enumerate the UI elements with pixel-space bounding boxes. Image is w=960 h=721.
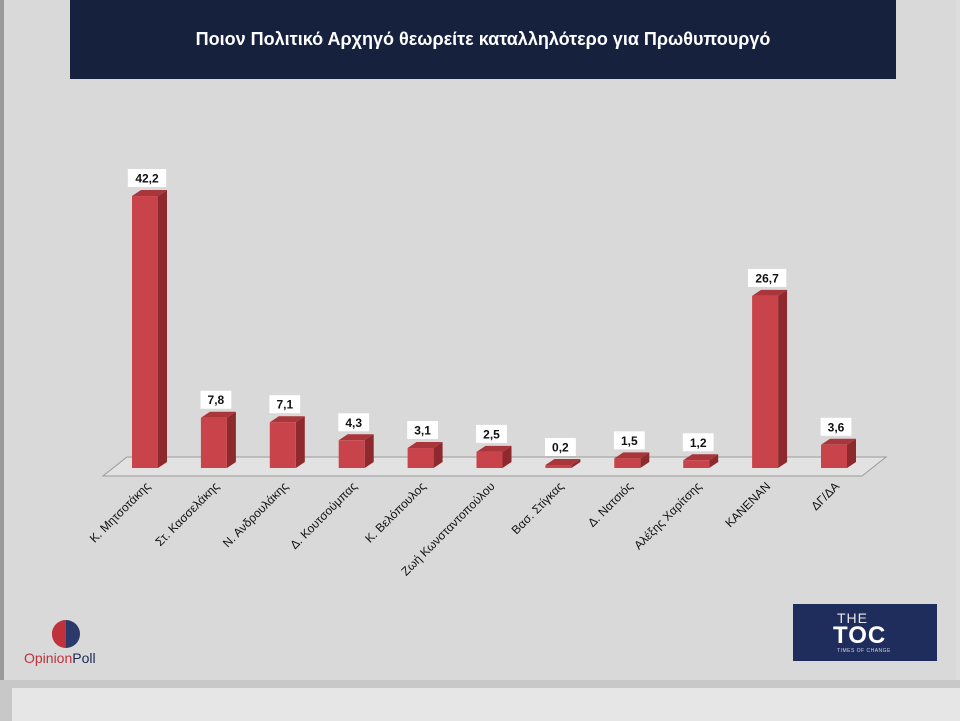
data-label-box (338, 413, 370, 432)
left-edge (0, 0, 4, 721)
data-label-box (476, 424, 507, 443)
bar-side (226, 411, 236, 468)
category-label: Στ. Κασσελάκης (152, 479, 222, 549)
data-label-box (747, 268, 787, 287)
bar-side (778, 289, 788, 468)
data-label-box (407, 421, 438, 440)
chart-title: Ποιον Πολιτικό Αρχηγό θεωρείτε καταλληλό… (195, 29, 771, 49)
data-label: 42,2 (135, 172, 159, 186)
bar-side (158, 190, 167, 469)
thetoc-logo: THE TOC TIMES OF CHANGE (793, 604, 937, 661)
opinionpoll-logo-icon (52, 620, 80, 648)
bar-top (476, 445, 512, 452)
next-slide-edge (12, 688, 960, 721)
category-label: Αλέξης Χαρίτσης (631, 479, 704, 552)
category-label: Βασ. Στίγκας (509, 479, 567, 537)
bar (752, 295, 779, 468)
bar-top (683, 454, 719, 461)
bar-top (614, 452, 650, 459)
data-label-box (545, 438, 576, 456)
bar-side (571, 459, 581, 468)
category-label: ΔΓ/ΔΑ (808, 479, 842, 513)
bar-top (200, 411, 236, 418)
bar (821, 444, 847, 468)
bar (269, 422, 296, 468)
opinionpoll-logo: OpinionPoll (24, 620, 124, 670)
bar-top (269, 416, 305, 423)
category-label: Κ. Μητσοτάκης (87, 479, 153, 545)
bar (132, 196, 158, 469)
thetoc-logo-tagline: TIMES OF CHANGE (837, 648, 891, 654)
bar-side (709, 454, 719, 468)
bar-side (847, 438, 856, 468)
bar-side (640, 452, 650, 468)
category-label: Ν. Ανδρουλάκης (220, 479, 291, 550)
bar-top (132, 190, 167, 197)
bar (545, 465, 572, 468)
data-label: 7,8 (208, 393, 225, 407)
data-label-box (127, 169, 167, 188)
data-label-box (269, 395, 301, 414)
data-label: 1,5 (621, 434, 638, 448)
title-banner: Ποιον Πολιτικό Αρχηγό θεωρείτε καταλληλό… (70, 0, 896, 79)
bar (200, 417, 227, 468)
thetoc-logo-toc: TOC (833, 622, 887, 649)
bar-top (545, 459, 581, 465)
category-label: Δ. Νατσιός (585, 479, 636, 530)
data-label-box (200, 390, 232, 409)
bar-top (752, 289, 788, 296)
bar-side (502, 445, 512, 468)
thetoc-logo-the: THE (837, 610, 868, 626)
bar-top (821, 438, 856, 445)
data-label: 2,5 (483, 427, 500, 441)
category-label: ΚΑΝΕΝΑΝ (722, 479, 773, 530)
bar (614, 458, 641, 468)
bar (476, 451, 503, 468)
bar-side (433, 442, 443, 468)
data-label: 0,2 (552, 441, 569, 455)
data-label: 7,1 (276, 398, 293, 412)
opinionpoll-logo-text: OpinionPoll (24, 650, 96, 666)
bar-top (338, 434, 374, 441)
category-label: Δ. Κουτσούμπας (287, 479, 360, 552)
data-label: 26,7 (755, 271, 779, 285)
bar-top (407, 442, 443, 449)
data-label: 3,6 (828, 420, 845, 434)
bar (407, 448, 434, 468)
data-label: 3,1 (414, 424, 431, 438)
data-label-box (613, 431, 645, 450)
bar-side (364, 434, 374, 468)
bar (683, 460, 710, 468)
data-label-box (682, 433, 714, 452)
bar (338, 440, 365, 468)
data-label: 4,3 (345, 416, 362, 430)
bar-side (295, 416, 305, 468)
category-label: Κ. Βελόπουλος (362, 479, 429, 546)
data-label-box (820, 417, 852, 436)
data-label: 1,2 (690, 436, 707, 450)
